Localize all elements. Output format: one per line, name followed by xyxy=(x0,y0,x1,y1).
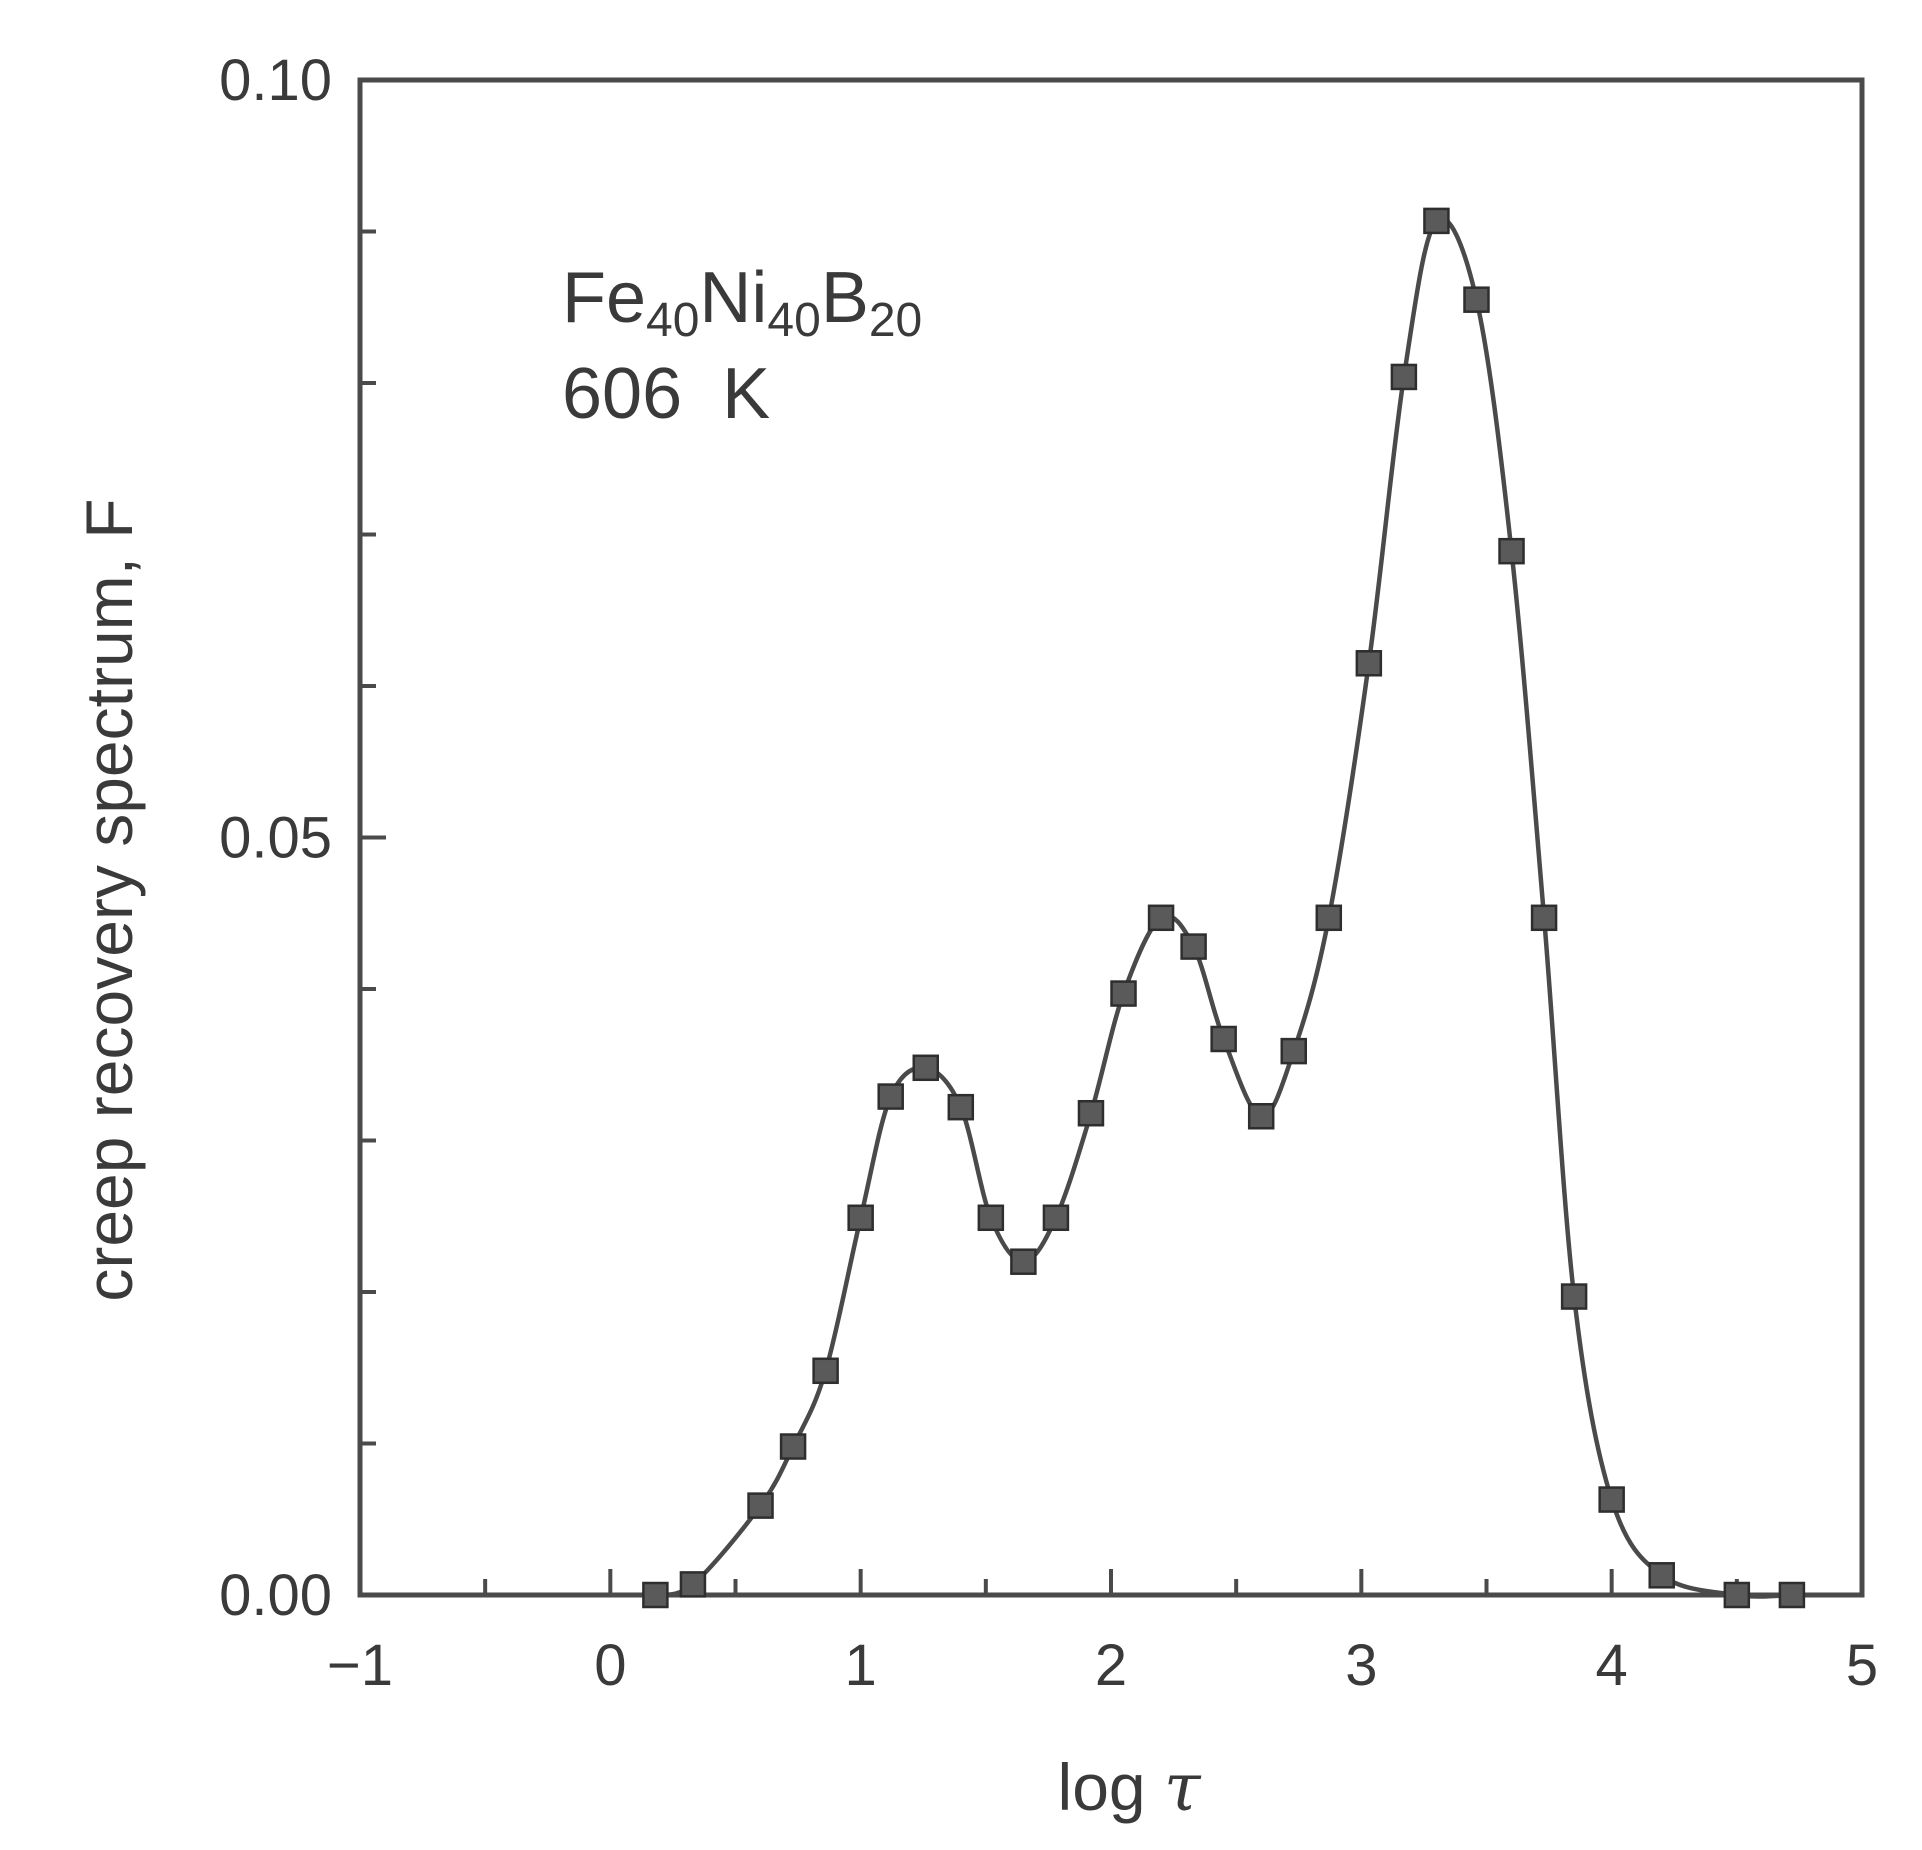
series-line xyxy=(654,216,1792,1599)
data-point xyxy=(1390,363,1418,391)
data-point xyxy=(1423,207,1450,235)
y-tick-label: 0.00 xyxy=(219,1563,332,1628)
axes: −1 0 1 2 3 4 5 0.00 0.05 0.10 xyxy=(219,48,1878,1698)
data-point xyxy=(1042,1204,1070,1232)
annotation-sub-b: 20 xyxy=(869,294,922,347)
data-point xyxy=(779,1433,807,1460)
data-point xyxy=(1598,1486,1625,1513)
data-point xyxy=(1463,286,1490,313)
data-point xyxy=(1723,1581,1751,1609)
annotation-composition: Fe40Ni40B20 xyxy=(562,258,922,347)
data-point xyxy=(1247,1103,1275,1130)
data-point xyxy=(912,1054,940,1082)
x-axis-title-symbol: τ xyxy=(1164,1749,1202,1826)
data-point xyxy=(1180,933,1207,960)
annotation-element-b: B xyxy=(821,258,869,338)
data-point xyxy=(642,1581,669,1609)
data-point xyxy=(747,1492,774,1519)
data-point xyxy=(1498,537,1525,565)
x-tick-label: 0 xyxy=(594,1633,626,1698)
annotation-temperature: 606 K xyxy=(562,354,770,434)
y-tick-label: 0.10 xyxy=(219,48,332,113)
x-tick-label: 3 xyxy=(1345,1633,1377,1698)
x-tick-label: 5 xyxy=(1846,1633,1878,1698)
x-tick-label: 1 xyxy=(845,1633,877,1698)
data-point xyxy=(1778,1581,1806,1609)
x-tick-label: 4 xyxy=(1596,1633,1628,1698)
data-point xyxy=(947,1093,975,1121)
data-point xyxy=(977,1204,1005,1232)
y-axis-title: creep recovery spectrum, F xyxy=(72,498,146,1301)
data-point xyxy=(812,1357,839,1385)
data-point xyxy=(1147,904,1175,932)
data-point xyxy=(1077,1099,1105,1127)
data-point xyxy=(1110,980,1137,1007)
data-point xyxy=(877,1083,904,1110)
data-point xyxy=(1315,904,1343,932)
x-axis-title: log τ xyxy=(1058,1749,1202,1826)
x-tick-label: −1 xyxy=(327,1633,393,1698)
annotation-element-ni: Ni xyxy=(699,258,767,338)
data-markers xyxy=(642,207,1806,1609)
x-tick-label: 2 xyxy=(1095,1633,1127,1698)
data-point xyxy=(847,1204,874,1232)
annotation: Fe40Ni40B20 606 K xyxy=(562,258,922,434)
data-point xyxy=(1648,1562,1675,1589)
data-point xyxy=(1530,904,1558,932)
data-curve xyxy=(654,216,1792,1599)
data-point xyxy=(1280,1037,1307,1065)
data-point xyxy=(1560,1283,1588,1310)
data-point xyxy=(679,1571,707,1598)
annotation-sub-fe: 40 xyxy=(646,294,699,347)
data-point xyxy=(1355,650,1383,677)
y-tick-label: 0.05 xyxy=(219,806,332,871)
data-point xyxy=(1210,1025,1237,1053)
annotation-element-fe: Fe xyxy=(562,258,646,338)
data-point xyxy=(1010,1248,1037,1275)
annotation-sub-ni: 40 xyxy=(767,294,820,347)
x-axis-title-main: log xyxy=(1058,1750,1164,1824)
